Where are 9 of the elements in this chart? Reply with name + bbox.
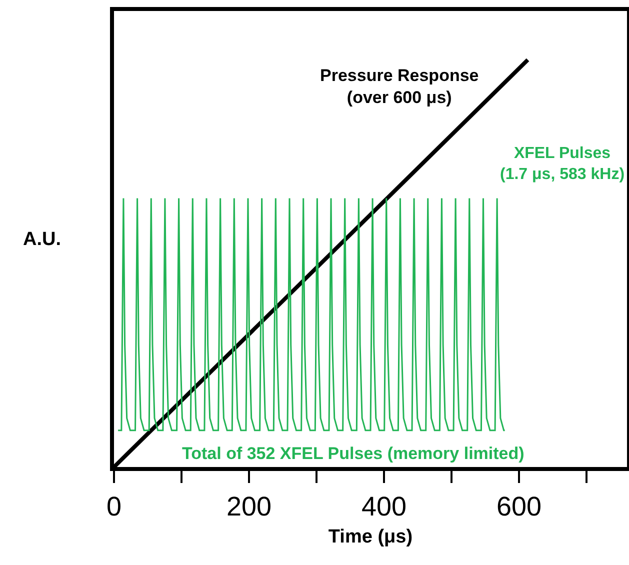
y-axis-title: A.U. <box>23 229 61 250</box>
annotation: Total of 352 XFEL Pulses (memory limited) <box>182 444 524 463</box>
series-label: Pressure Response (over 600 μs) <box>320 66 479 108</box>
x-tick-label: 600 <box>496 491 542 522</box>
x-axis-title: Time (μs) <box>328 526 413 548</box>
x-tick-label: 200 <box>226 491 272 522</box>
series-label: XFEL Pulses (1.7 μs, 583 kHz) <box>500 145 625 183</box>
x-tick-label: 400 <box>361 491 407 522</box>
x-tick-label: 0 <box>106 491 122 522</box>
